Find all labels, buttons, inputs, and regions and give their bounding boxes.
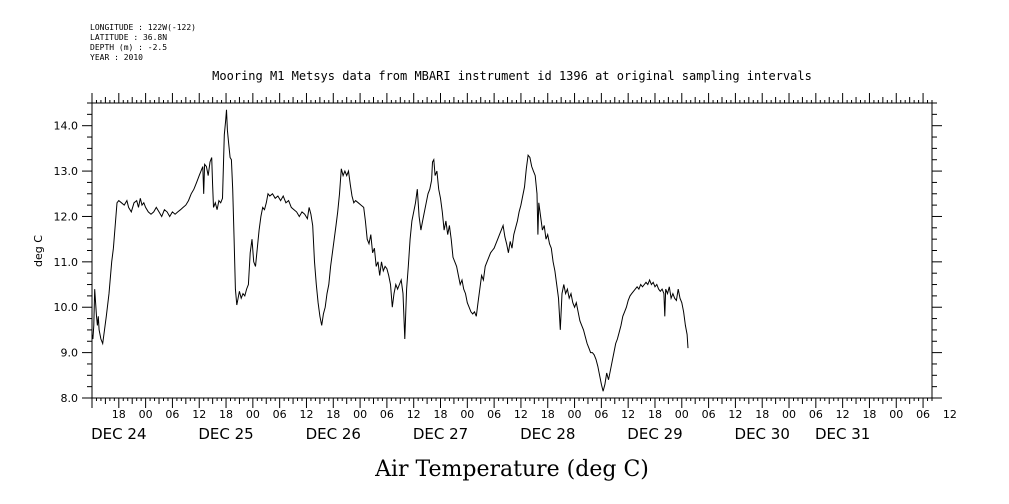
axis-ticks bbox=[82, 93, 942, 408]
day-label: DEC 31 bbox=[815, 425, 870, 443]
x-hour-labels: 18 00 06 12 18 00 06 12 18 00 06 12 18 00 06 12 18 00 06 12… bbox=[112, 408, 957, 421]
series-line bbox=[91, 109, 689, 392]
day-label: DEC 24 bbox=[91, 425, 146, 443]
hour-tick-label: 00 bbox=[568, 408, 582, 421]
hour-tick-label: 12 bbox=[192, 408, 206, 421]
hour-tick-label: 00 bbox=[246, 408, 260, 421]
hour-tick-label: 18 bbox=[326, 408, 340, 421]
day-label: DEC 26 bbox=[306, 425, 361, 443]
hour-tick-label: 06 bbox=[487, 408, 501, 421]
hour-tick-label: 06 bbox=[702, 408, 716, 421]
y-tick-label: 9.0 bbox=[61, 347, 79, 360]
y-tick-label: 13.0 bbox=[54, 165, 79, 178]
y-tick-label: 10.0 bbox=[54, 301, 79, 314]
hour-tick-label: 12 bbox=[407, 408, 421, 421]
hour-tick-label: 18 bbox=[219, 408, 233, 421]
y-tick-label: 11.0 bbox=[54, 256, 79, 269]
hour-tick-label: 12 bbox=[836, 408, 850, 421]
hour-tick-label: 06 bbox=[916, 408, 930, 421]
hour-tick-label: 18 bbox=[755, 408, 769, 421]
day-label: DEC 25 bbox=[198, 425, 253, 443]
hour-tick-label: 06 bbox=[594, 408, 608, 421]
day-label: DEC 29 bbox=[627, 425, 682, 443]
latitude-text: LATITUDE : 36.8N bbox=[90, 33, 167, 42]
y-axis-label: deg C bbox=[32, 235, 45, 267]
y-tick-labels: 8.0 9.0 10.0 11.0 12.0 13.0 14.0 bbox=[54, 120, 79, 405]
header-metadata: LONGITUDE : 122W(-122) LATITUDE : 36.8N … bbox=[90, 23, 196, 62]
hour-tick-label: 18 bbox=[112, 408, 126, 421]
hour-tick-label: 00 bbox=[139, 408, 153, 421]
hour-tick-label: 18 bbox=[648, 408, 662, 421]
plot-frame bbox=[91, 102, 933, 399]
year-text: YEAR : 2010 bbox=[90, 53, 143, 62]
day-label: DEC 30 bbox=[735, 425, 790, 443]
y-tick-label: 14.0 bbox=[54, 120, 79, 133]
chart-title: Mooring M1 Metsys data from MBARI instru… bbox=[212, 69, 812, 83]
hour-tick-label: 06 bbox=[165, 408, 179, 421]
hour-tick-label: 06 bbox=[380, 408, 394, 421]
hour-tick-label: 18 bbox=[541, 408, 555, 421]
hour-tick-label: 12 bbox=[728, 408, 742, 421]
x-axis-label: Air Temperature (deg C) bbox=[374, 457, 649, 482]
hour-tick-label: 00 bbox=[782, 408, 796, 421]
day-label: DEC 28 bbox=[520, 425, 575, 443]
hour-tick-label: 00 bbox=[889, 408, 903, 421]
y-tick-label: 8.0 bbox=[61, 392, 79, 405]
hour-tick-label: 00 bbox=[460, 408, 474, 421]
hour-tick-label: 06 bbox=[809, 408, 823, 421]
hour-tick-label: 06 bbox=[273, 408, 287, 421]
longitude-text: LONGITUDE : 122W(-122) bbox=[90, 23, 196, 32]
hour-tick-label: 00 bbox=[353, 408, 367, 421]
depth-text: DEPTH (m) : -2.5 bbox=[90, 43, 167, 52]
x-day-labels: DEC 24 DEC 25 DEC 26 DEC 27 DEC 28 DEC 29 DEC … bbox=[91, 425, 870, 443]
y-tick-label: 12.0 bbox=[54, 210, 79, 223]
hour-tick-label: 18 bbox=[862, 408, 876, 421]
hour-tick-label: 12 bbox=[299, 408, 313, 421]
hour-tick-label: 12 bbox=[621, 408, 635, 421]
hour-tick-label: 00 bbox=[675, 408, 689, 421]
hour-tick-label: 12 bbox=[943, 408, 957, 421]
day-label: DEC 27 bbox=[413, 425, 468, 443]
hour-tick-label: 12 bbox=[514, 408, 528, 421]
hour-tick-label: 18 bbox=[434, 408, 448, 421]
